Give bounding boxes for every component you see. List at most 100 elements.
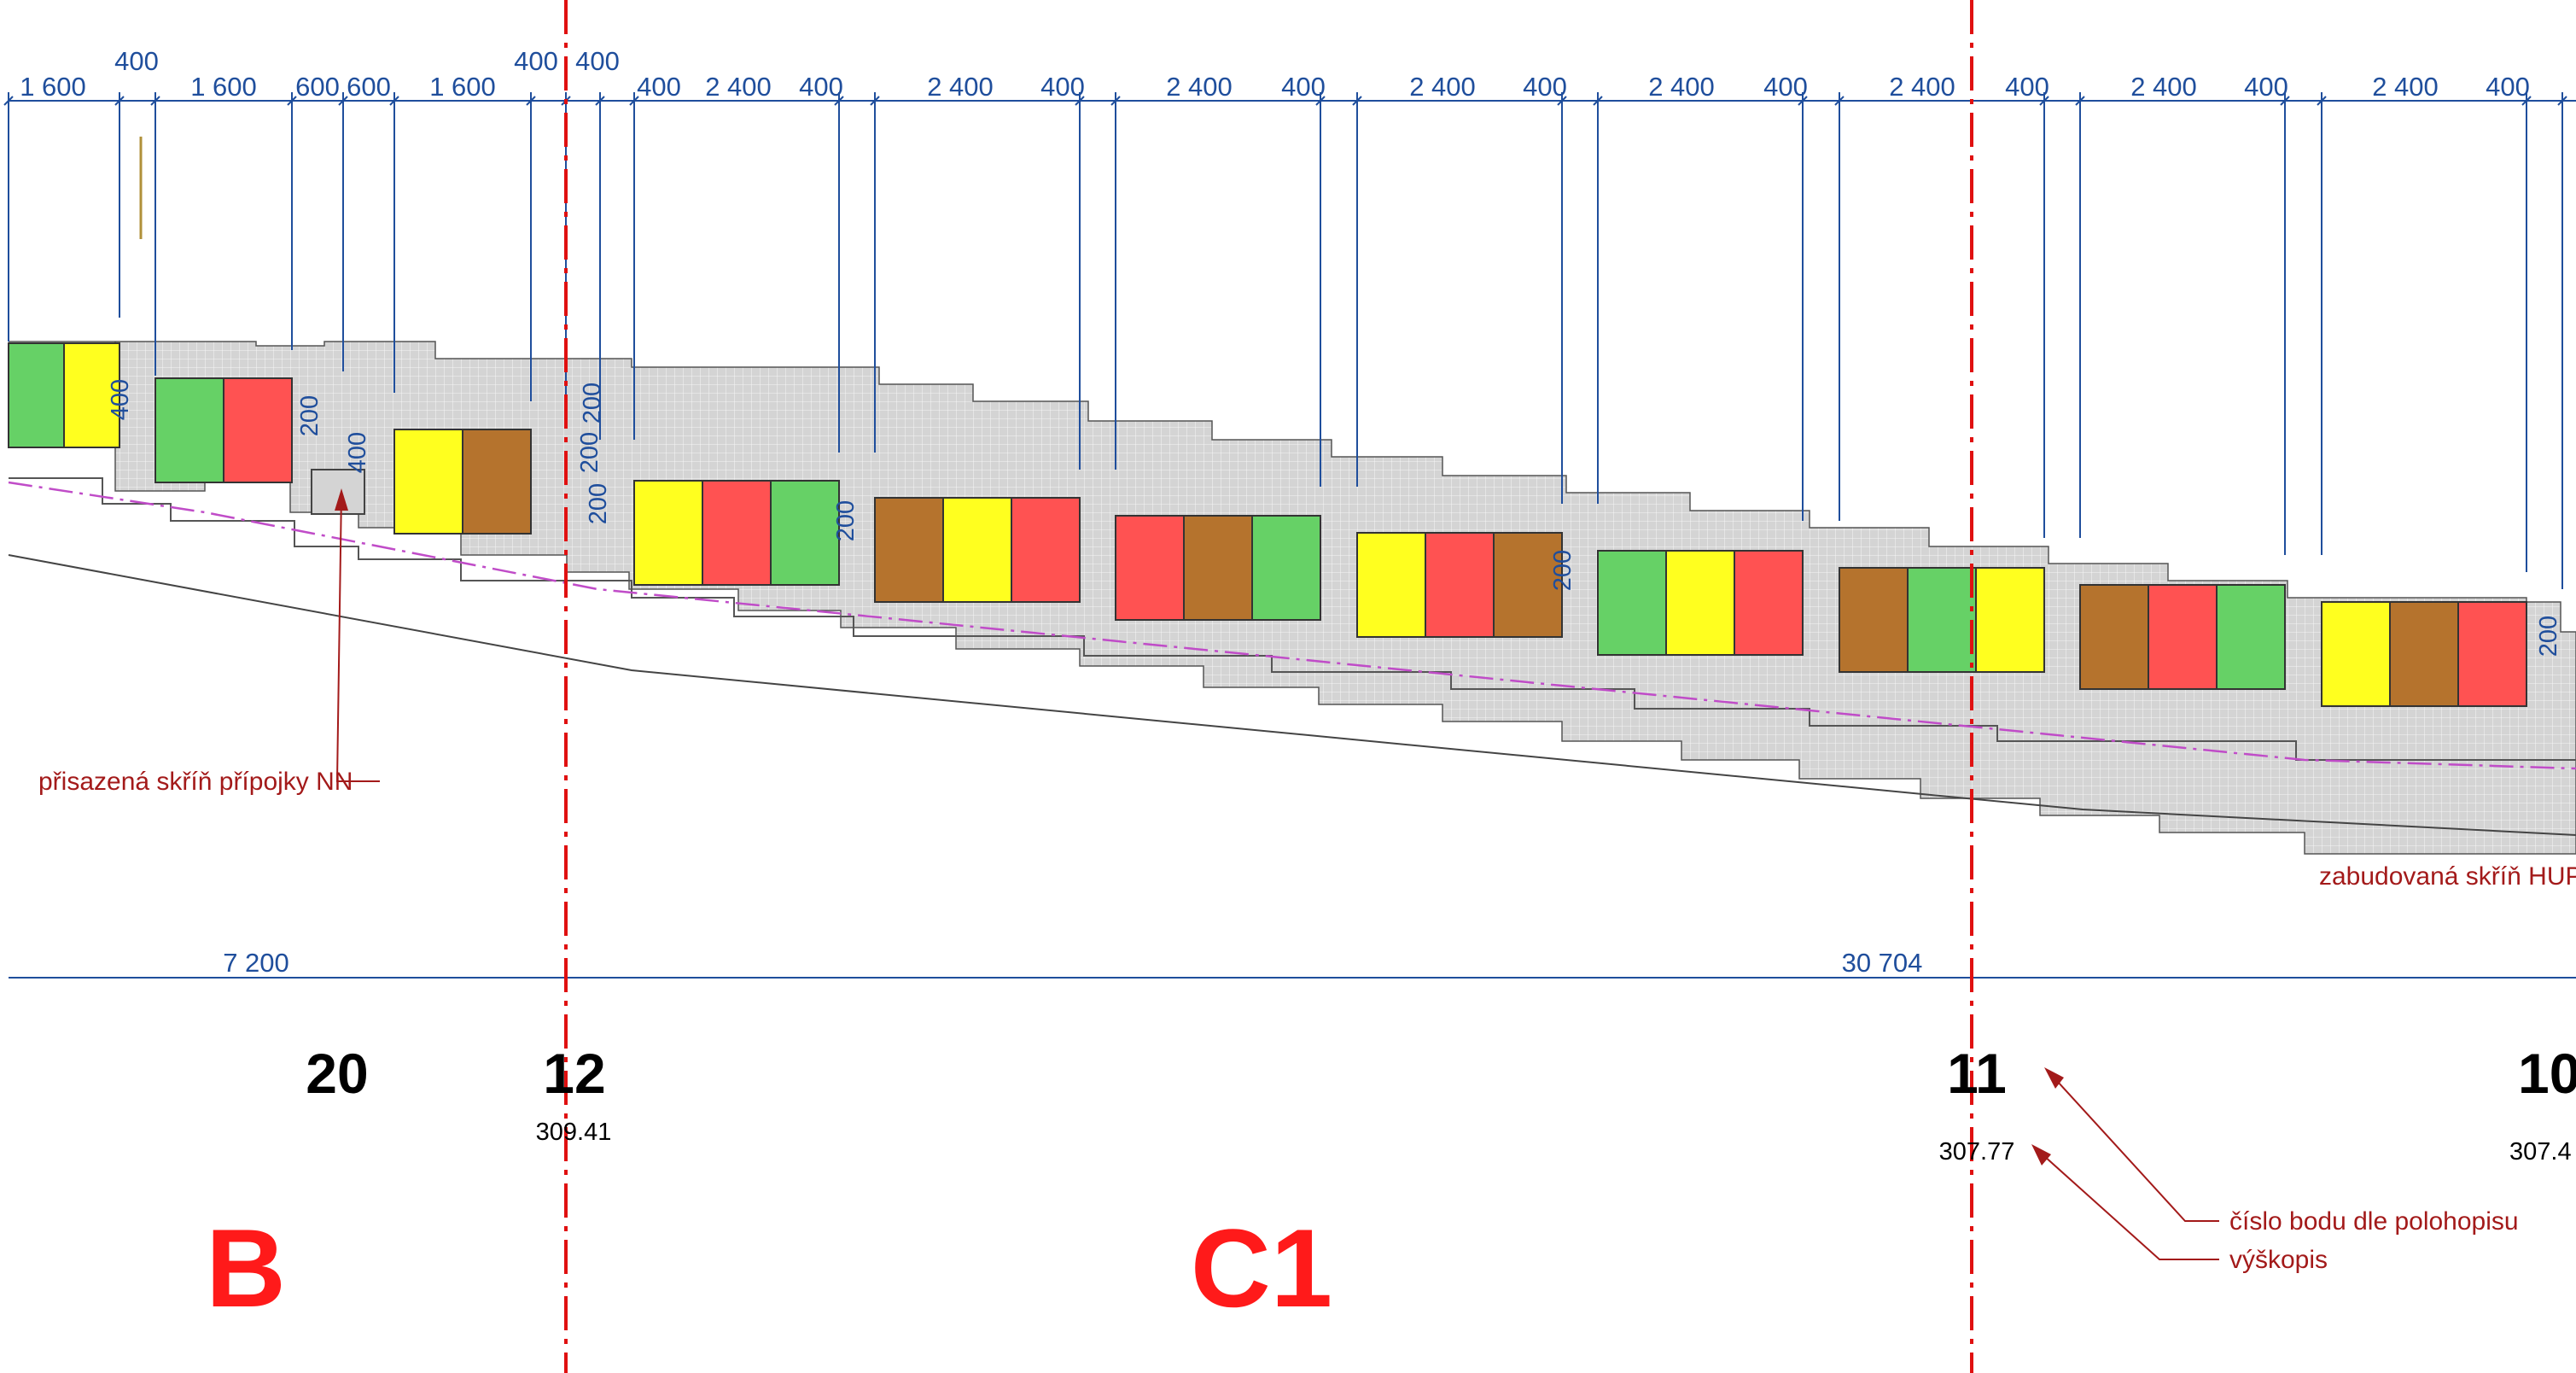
dimension-tick bbox=[287, 96, 297, 106]
zone-label-b: B bbox=[206, 1206, 286, 1330]
label-point-number-note: číslo bodu dle polohopisu bbox=[2229, 1207, 2519, 1236]
dimension-tick bbox=[834, 96, 844, 106]
dimension-tick bbox=[1075, 96, 1085, 106]
dimension-tick bbox=[526, 96, 536, 106]
top-dimension-label: 400 bbox=[637, 72, 681, 102]
dimension-tick bbox=[3, 96, 14, 106]
top-dimension-label: 400 bbox=[1523, 72, 1567, 102]
leader-nn-arrow bbox=[335, 488, 348, 511]
top-dimension-label: 400 bbox=[1763, 72, 1808, 102]
garage-bay-yellow bbox=[1665, 550, 1735, 656]
point-elevation-10: 307.4 bbox=[2509, 1138, 2572, 1166]
dimension-tick bbox=[150, 96, 160, 106]
top-dimension-label: 400 bbox=[2486, 72, 2530, 102]
dimension-tick bbox=[1834, 96, 1845, 106]
top-dimension-label: 400 bbox=[575, 46, 620, 76]
dimension-tick bbox=[338, 96, 348, 106]
garage-bay-green bbox=[2216, 584, 2286, 690]
garage-bay-red bbox=[223, 377, 293, 483]
point-elevation-11: 307.77 bbox=[1939, 1138, 2015, 1166]
vertical-dimension-label: 200 bbox=[1549, 550, 1576, 591]
label-hup-box: zabudovaná skříň HUP bbox=[2319, 862, 2576, 891]
dimension-tick bbox=[629, 96, 639, 106]
label-elevation-note: výškopis bbox=[2229, 1246, 2328, 1274]
dimension-tick bbox=[2557, 96, 2567, 106]
top-dimension-label: 600 bbox=[295, 72, 340, 102]
bottom-dimension-left: 7 200 bbox=[223, 948, 289, 978]
top-dimension-label: 2 400 bbox=[705, 72, 772, 102]
garage-bay-red bbox=[1425, 532, 1495, 638]
dimension-tick bbox=[1593, 96, 1603, 106]
vertical-dimension-labels: 400 200 400 200 200 200 200 200 200 bbox=[107, 379, 2562, 657]
top-dimension-label: 1 600 bbox=[20, 72, 86, 102]
garage-bay-yellow bbox=[1356, 532, 1426, 638]
dimension-tick bbox=[1315, 96, 1326, 106]
vertical-dimension-label: 400 bbox=[344, 432, 371, 473]
dimension-tick bbox=[870, 96, 880, 106]
garage-bay-brown bbox=[2389, 601, 2459, 707]
point-elevation-12: 309.41 bbox=[536, 1119, 612, 1146]
vertical-dimension-label: 400 bbox=[107, 379, 134, 420]
top-dimension-labels: 1 600 400 1 600 600 600 1 600 400 400 400 2 400 40… bbox=[20, 46, 2530, 102]
garage-bay-red bbox=[1115, 515, 1185, 621]
garage-bay-brown bbox=[874, 497, 944, 603]
garage-bay-green bbox=[1251, 515, 1321, 621]
top-dimension-label: 400 bbox=[1040, 72, 1085, 102]
vertical-dimension-label: 200 bbox=[579, 383, 606, 424]
leader-elevation-arrow bbox=[2031, 1144, 2051, 1166]
point-number-12: 12 bbox=[543, 1042, 605, 1105]
garage-bay-green bbox=[1597, 550, 1667, 656]
top-dimension-label: 400 bbox=[2005, 72, 2049, 102]
point-number-11: 11 bbox=[1947, 1042, 2007, 1105]
top-dimension-label: 400 bbox=[799, 72, 843, 102]
zone-label-c1: C1 bbox=[1191, 1206, 1332, 1330]
garage-blocks bbox=[8, 342, 2527, 707]
profile-line bbox=[8, 481, 2576, 770]
top-extension-lines bbox=[3, 92, 2567, 589]
point-number-10: 10 bbox=[2518, 1042, 2576, 1105]
dimension-tick bbox=[1557, 96, 1567, 106]
garage-bay-yellow bbox=[1975, 567, 2045, 673]
dimension-tick bbox=[2317, 96, 2327, 106]
top-dimension-label: 1 600 bbox=[429, 72, 496, 102]
top-dimension-label: 2 400 bbox=[1166, 72, 1233, 102]
garage-bay-red bbox=[1734, 550, 1804, 656]
dimension-tick bbox=[2280, 96, 2290, 106]
garage-bay-brown bbox=[462, 429, 532, 535]
garage-bay-yellow bbox=[63, 342, 120, 448]
top-dimension-label: 400 bbox=[2244, 72, 2288, 102]
vertical-dimension-label: 200 bbox=[576, 432, 603, 473]
garage-bay-brown bbox=[1183, 515, 1253, 621]
dimension-tick bbox=[1110, 96, 1121, 106]
dimension-tick bbox=[595, 96, 605, 106]
garage-bay-red bbox=[2457, 601, 2527, 707]
top-dimension-chain: 1 600 400 1 600 600 600 1 600 400 400 400 2 400 40… bbox=[3, 46, 2576, 589]
top-dimension-label: 1 600 bbox=[190, 72, 257, 102]
leader-nn bbox=[335, 490, 380, 782]
label-nn-box: přisazená skříň přípojky NN bbox=[38, 768, 353, 796]
bottom-dimension-right: 30 704 bbox=[1842, 948, 1923, 978]
leader-elevation bbox=[2035, 1148, 2219, 1260]
garage-bay-red bbox=[2148, 584, 2218, 690]
garage-bay-yellow bbox=[393, 429, 463, 535]
top-dimension-label: 2 400 bbox=[1409, 72, 1476, 102]
dimension-tick bbox=[2075, 96, 2085, 106]
garage-bay-green bbox=[8, 342, 65, 448]
paving-bottom-steps bbox=[9, 477, 2576, 761]
top-dimension-label: 2 400 bbox=[2130, 72, 2197, 102]
top-dimension-label: 400 bbox=[1281, 72, 1326, 102]
garage-bay-red bbox=[702, 480, 772, 586]
garage-bay-yellow bbox=[2321, 601, 2391, 707]
vertical-dimension-label: 200 bbox=[296, 395, 323, 436]
top-dimension-label: 2 400 bbox=[1889, 72, 1955, 102]
dimension-tick bbox=[1352, 96, 1362, 106]
leader-point-number bbox=[2048, 1071, 2219, 1222]
annotation-legend: číslo bodu dle polohopisu výškopis bbox=[2031, 1067, 2519, 1274]
dimension-tick bbox=[114, 96, 125, 106]
vertical-dimension-label: 200 bbox=[2535, 616, 2562, 657]
annotation-nn: přisazená skříň přípojky NN bbox=[38, 488, 380, 796]
vertical-dimension-label: 200 bbox=[832, 500, 860, 541]
garage-bay-brown bbox=[2079, 584, 2149, 690]
dimension-tick bbox=[2039, 96, 2049, 106]
